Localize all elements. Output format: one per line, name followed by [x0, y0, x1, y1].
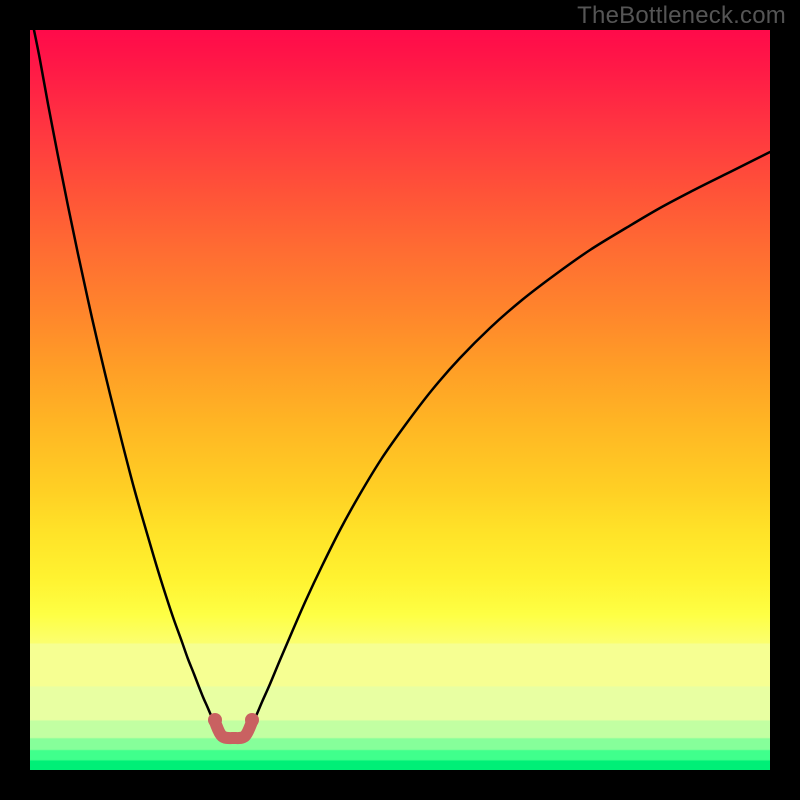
- watermark-text: TheBottleneck.com: [577, 2, 786, 30]
- bottleneck-chart: [0, 0, 800, 800]
- marker-dot: [208, 713, 222, 727]
- plot-area: [30, 30, 770, 770]
- marker-dot: [245, 713, 259, 727]
